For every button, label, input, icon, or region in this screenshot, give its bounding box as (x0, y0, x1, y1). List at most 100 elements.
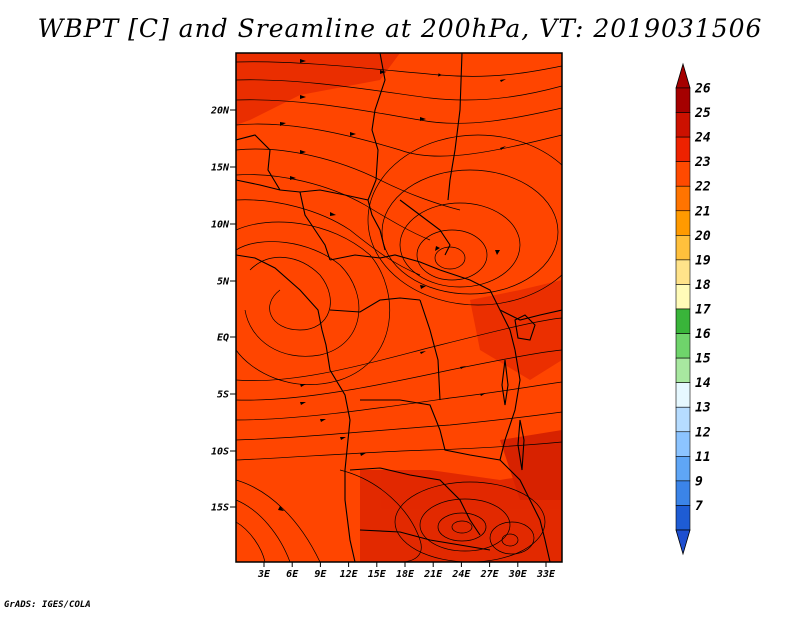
lake (514, 314, 536, 341)
lon-tick-label: 6E (286, 569, 299, 580)
streamline (236, 411, 562, 441)
colorbar-label: 23 (694, 155, 711, 170)
lat-tick-label: 15N (211, 163, 230, 174)
border (367, 53, 386, 251)
lat-tick-label: 5S (217, 390, 229, 401)
wbpt-patch-east (470, 280, 562, 380)
colorbar-swatch (675, 480, 691, 506)
lon-tick-label: 18E (396, 569, 415, 580)
lon-tick-label: 15E (368, 569, 387, 580)
streamlines (236, 61, 562, 562)
colorbar-swatch (675, 259, 691, 285)
colorbar-label: 18 (695, 278, 711, 293)
streamline-arrow (300, 95, 306, 99)
streamline (236, 479, 321, 562)
streamline-arrow (290, 176, 296, 180)
chart-title: WBPT [C] and Sreamline at 200hPa, VT: 20… (37, 14, 763, 43)
wbpt-patch-southeast (500, 430, 562, 500)
lon-tick-label: 12E (340, 569, 359, 580)
colorbar-label: 7 (695, 499, 703, 514)
colorbar-label: 9 (695, 474, 703, 489)
colorbar-swatch (675, 406, 691, 433)
streamline-arrow (460, 366, 466, 369)
streamline-arrow (300, 402, 306, 405)
border (236, 134, 281, 191)
border (329, 297, 421, 313)
colorbar-label: 13 (695, 401, 711, 416)
streamline-arrow (320, 419, 326, 422)
lon-tick-label: 9E (314, 569, 327, 580)
streamline (236, 99, 562, 124)
colorbar-label: 14 (695, 376, 711, 391)
streamline-arrow (420, 285, 426, 289)
streamline-arrow (420, 117, 426, 121)
footer-credit: GrADS: IGES/COLA (4, 600, 91, 610)
lat-tick-label: EQ (217, 333, 229, 344)
map-frame (235, 52, 563, 563)
vortex-loop (419, 498, 511, 552)
colorbar-label: 16 (695, 327, 711, 342)
border (447, 53, 463, 201)
streamline-arrow (500, 146, 506, 150)
anticyclone-loop (399, 202, 521, 288)
lon-tick-label: 33E (536, 569, 556, 580)
streamline-arrow (280, 122, 286, 126)
streamline-arrow (420, 351, 426, 354)
streamline-arrow (340, 437, 346, 440)
colorbar-swatch (675, 382, 691, 408)
colorbar-label: 24 (694, 131, 711, 146)
colorbar-label: 17 (695, 303, 711, 318)
vortex-loop (394, 481, 546, 562)
colorbar-swatch (675, 161, 691, 187)
longitude-axis: 3E 6E 9E 12E 15E 18E 21E 24E 27E 30E 33E (257, 562, 556, 580)
vortex-loop (451, 520, 473, 534)
lon-tick-label: 21E (423, 569, 443, 580)
colorbar-swatch (675, 87, 691, 113)
colorbar-swatch (675, 431, 691, 457)
streamline (236, 199, 421, 276)
anticyclone-loop (434, 246, 466, 270)
streamline (236, 123, 562, 157)
lat-tick-label: 5N (217, 277, 230, 288)
latitude-axis: 20N 15N 10N 5N EQ 5S 10S 15S (210, 106, 236, 514)
streamline (236, 521, 266, 562)
streamline-arrow (480, 393, 486, 396)
lat-tick-label: 10S (211, 447, 229, 458)
streamline (236, 241, 360, 357)
colorbar-bottom-arrow (675, 529, 691, 556)
vortex-loop (489, 521, 535, 555)
streamline-arrow (360, 453, 366, 456)
streamline (249, 257, 331, 331)
streamline (236, 61, 562, 77)
lat-tick-label: 10N (211, 220, 230, 231)
coastline (236, 254, 356, 562)
colorbar-swatch (675, 112, 691, 138)
map-content (236, 53, 562, 562)
colorbar-top-arrow (675, 62, 691, 89)
streamline (236, 381, 562, 421)
colorbar: 26 25 24 23 22 21 20 19 18 17 16 15 14 13 12 11 9 7 (675, 62, 711, 556)
lon-tick-label: 30E (508, 569, 528, 580)
colorbar-swatch (675, 235, 691, 261)
lake (517, 419, 525, 471)
streamline (236, 441, 562, 461)
anticyclone-loop (381, 169, 559, 295)
streamline-arrows (278, 59, 506, 511)
streamline (236, 148, 461, 211)
border (499, 349, 521, 461)
streamline (236, 349, 562, 401)
streamline-arrow (350, 132, 356, 136)
colorbar-swatch (675, 136, 691, 162)
lat-tick-label: 15S (211, 503, 229, 514)
border (399, 199, 451, 256)
lon-tick-label: 27E (480, 569, 500, 580)
colorbar-swatch (675, 308, 691, 334)
border (439, 269, 516, 351)
colorbar-swatch (675, 210, 691, 236)
streamline-arrow (300, 384, 306, 387)
border (359, 529, 491, 551)
streamline (339, 469, 422, 562)
colorbar-label: 19 (695, 253, 711, 268)
colorbar-swatch (675, 456, 691, 482)
